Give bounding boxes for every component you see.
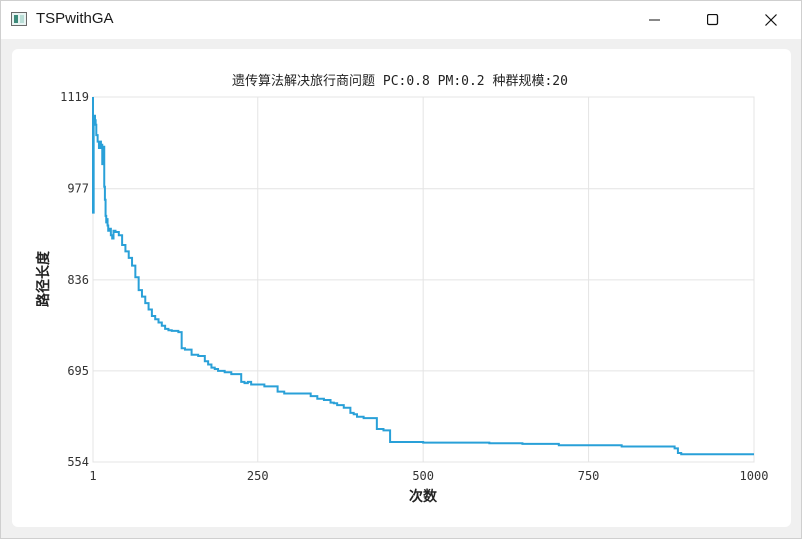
chart-panel: 遗传算法解决旅行商问题 PC:0.8 PM:0.2 种群规模:20 次数 路径长… [12,49,791,527]
y-tick-label: 1119 [60,90,89,104]
close-button[interactable] [743,1,799,39]
window-title: TSPwithGA [36,10,114,27]
minimize-icon [649,19,660,21]
maximize-icon [707,14,719,26]
x-tick-label: 750 [578,469,600,483]
title-bar[interactable]: TSPwithGA [1,1,801,39]
x-axis-label: 次数 [409,488,438,505]
x-tick-label: 1 [89,469,96,483]
line-chart: 遗传算法解决旅行商问题 PC:0.8 PM:0.2 种群规模:20 次数 路径长… [35,74,768,505]
close-icon [765,14,777,26]
maximize-button[interactable] [685,1,741,39]
tick-labels: 1 250 500 750 1000 1119 977 836 695 554 [60,90,768,483]
minimize-button[interactable] [627,1,683,39]
x-tick-label: 250 [247,469,269,483]
plot-border [92,96,755,463]
series-line [92,97,754,456]
plot-area [92,97,754,456]
y-tick-label: 554 [67,455,89,469]
grid-lines [92,96,755,463]
y-tick-label: 695 [67,364,89,378]
y-tick-label: 836 [67,273,89,287]
x-tick-label: 500 [412,469,434,483]
app-window-icon [11,12,27,26]
y-tick-label: 977 [67,182,89,196]
y-axis-label: 路径长度 [35,250,52,307]
chart-title: 遗传算法解决旅行商问题 PC:0.8 PM:0.2 种群规模:20 [232,74,568,89]
x-tick-label: 1000 [740,469,769,483]
